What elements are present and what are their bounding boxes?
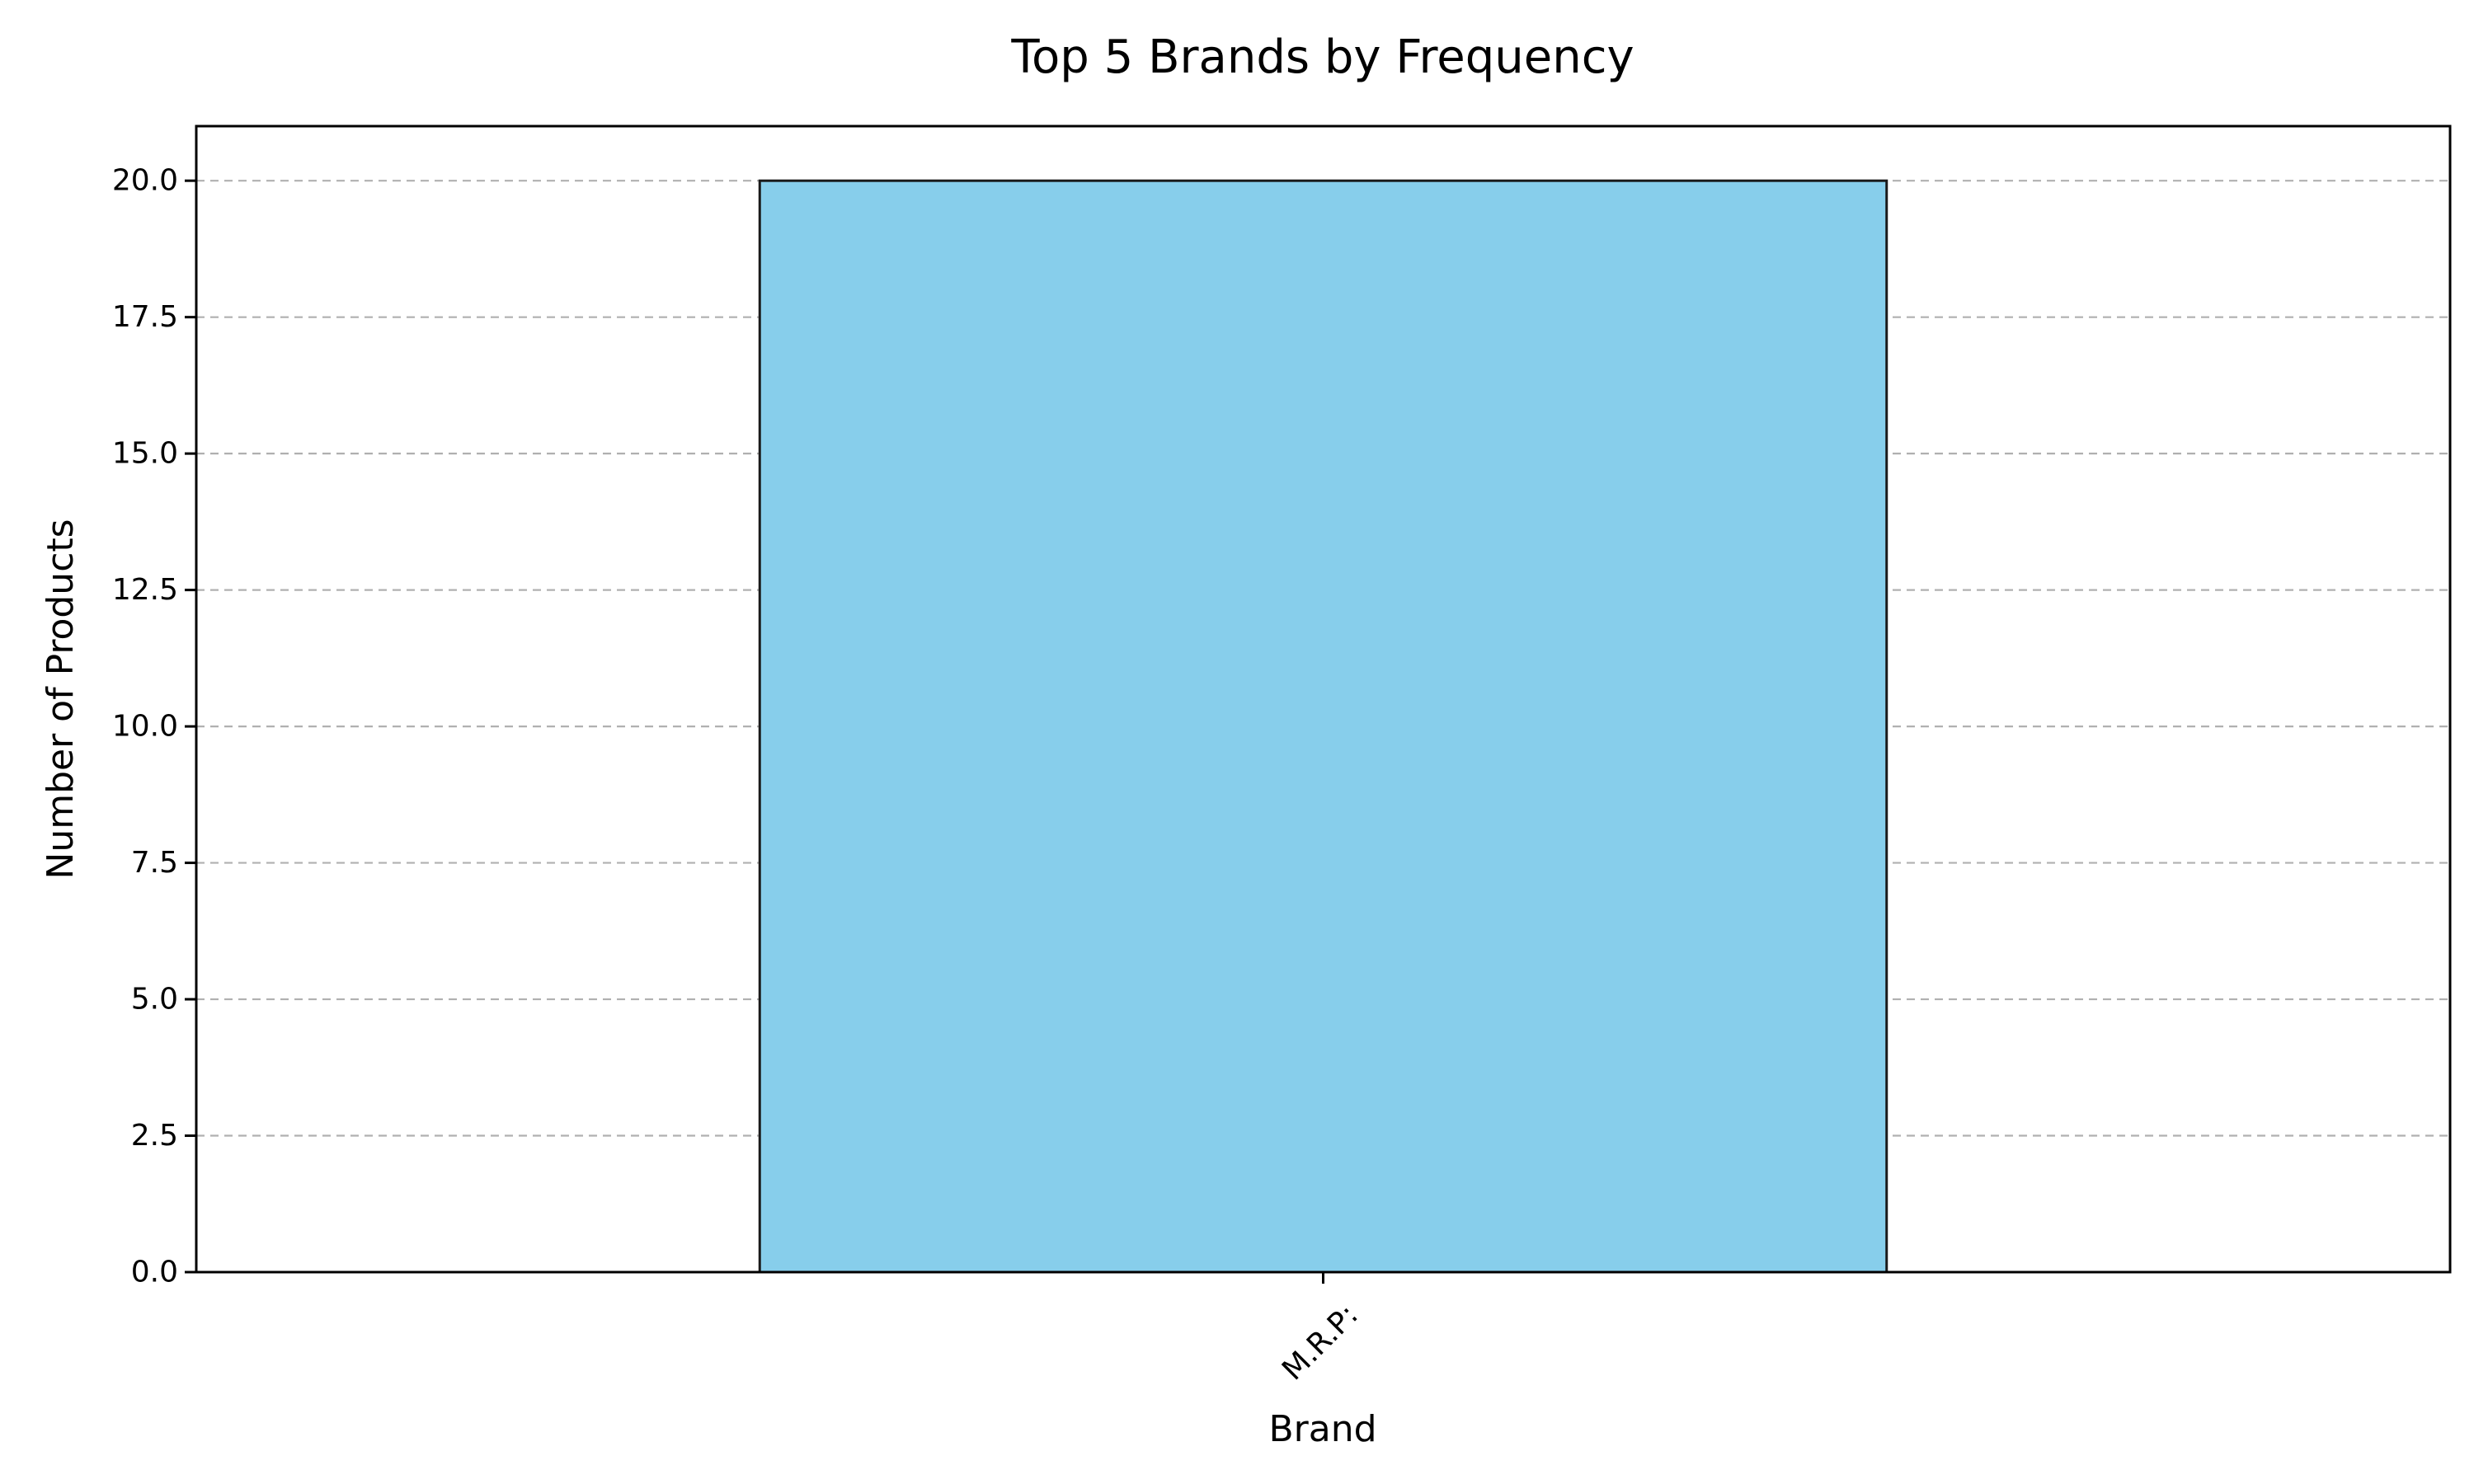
y-tick-label: 0.0 xyxy=(131,1256,178,1289)
y-tick-label: 7.5 xyxy=(131,846,178,880)
x-axis-ticks: M.R.P: xyxy=(1276,1272,1365,1387)
x-axis-label: Brand xyxy=(1268,1408,1376,1450)
y-tick-label: 10.0 xyxy=(112,710,178,744)
y-axis-ticks: 0.0 2.5 5.0 7.5 10.0 12.5 15.0 17.5 20.0 xyxy=(112,164,196,1289)
y-axis-label: Number of Products xyxy=(40,519,82,879)
y-tick-label: 2.5 xyxy=(131,1119,178,1153)
y-tick-label: 15.0 xyxy=(112,437,178,471)
bars xyxy=(758,179,1888,1274)
y-tick-label: 20.0 xyxy=(112,164,178,198)
bar xyxy=(758,179,1888,1274)
y-tick-label: 5.0 xyxy=(131,983,178,1017)
y-tick-label: 12.5 xyxy=(112,573,178,607)
x-tick-label: M.R.P: xyxy=(1276,1298,1365,1387)
chart-title: Top 5 Brands by Frequency xyxy=(1010,31,1634,84)
y-tick-label: 17.5 xyxy=(112,300,178,334)
